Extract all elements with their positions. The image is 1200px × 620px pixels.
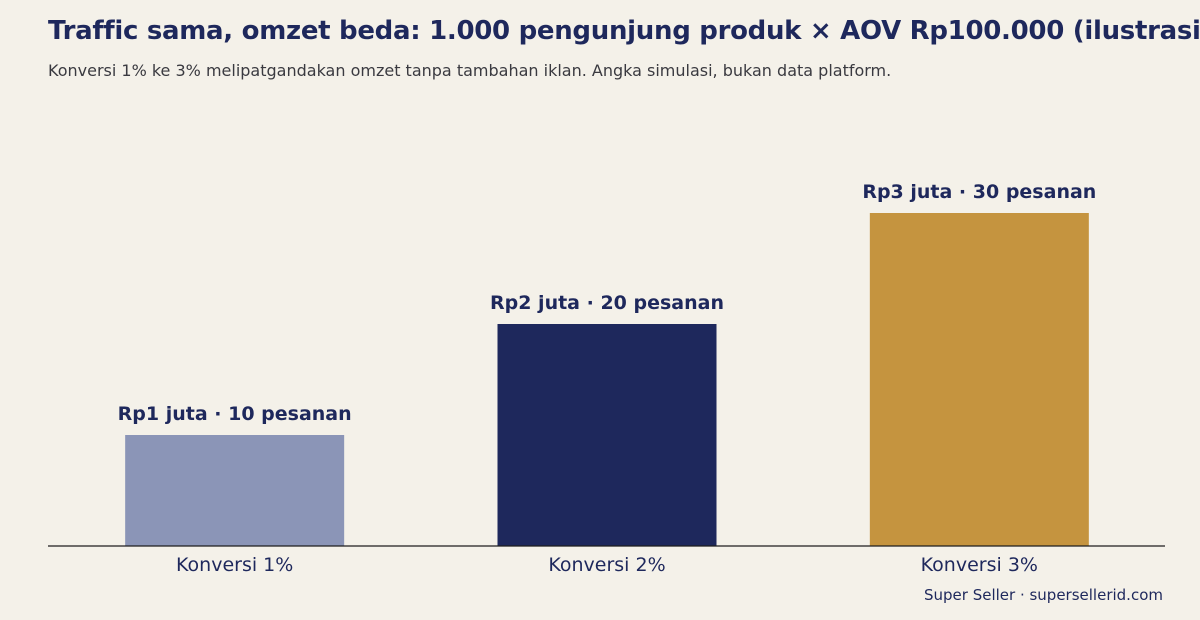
data-label-1: Rp1 juta · 10 pesanan [118,403,352,425]
bar-1 [125,435,345,546]
data-label-3: Rp3 juta · 30 pesanan [862,181,1096,203]
bars-group: Rp1 juta · 10 pesanan Konversi 1% Rp2 juta… [118,181,1097,576]
source-credit: Super Seller · supersellerid.com [923,586,1163,604]
chart-subtitle: Konversi 1% ke 3% melipatgandakan omzet … [48,61,892,80]
bar-2 [497,324,717,546]
chart-title: Traffic sama, omzet beda: 1.000 pengunju… [48,16,1200,46]
category-label-1: Konversi 1% [176,554,293,576]
category-label-3: Konversi 3% [921,554,1038,576]
category-label-2: Konversi 2% [548,554,665,576]
data-label-2: Rp2 juta · 20 pesanan [490,292,724,314]
bar-3 [869,213,1089,546]
